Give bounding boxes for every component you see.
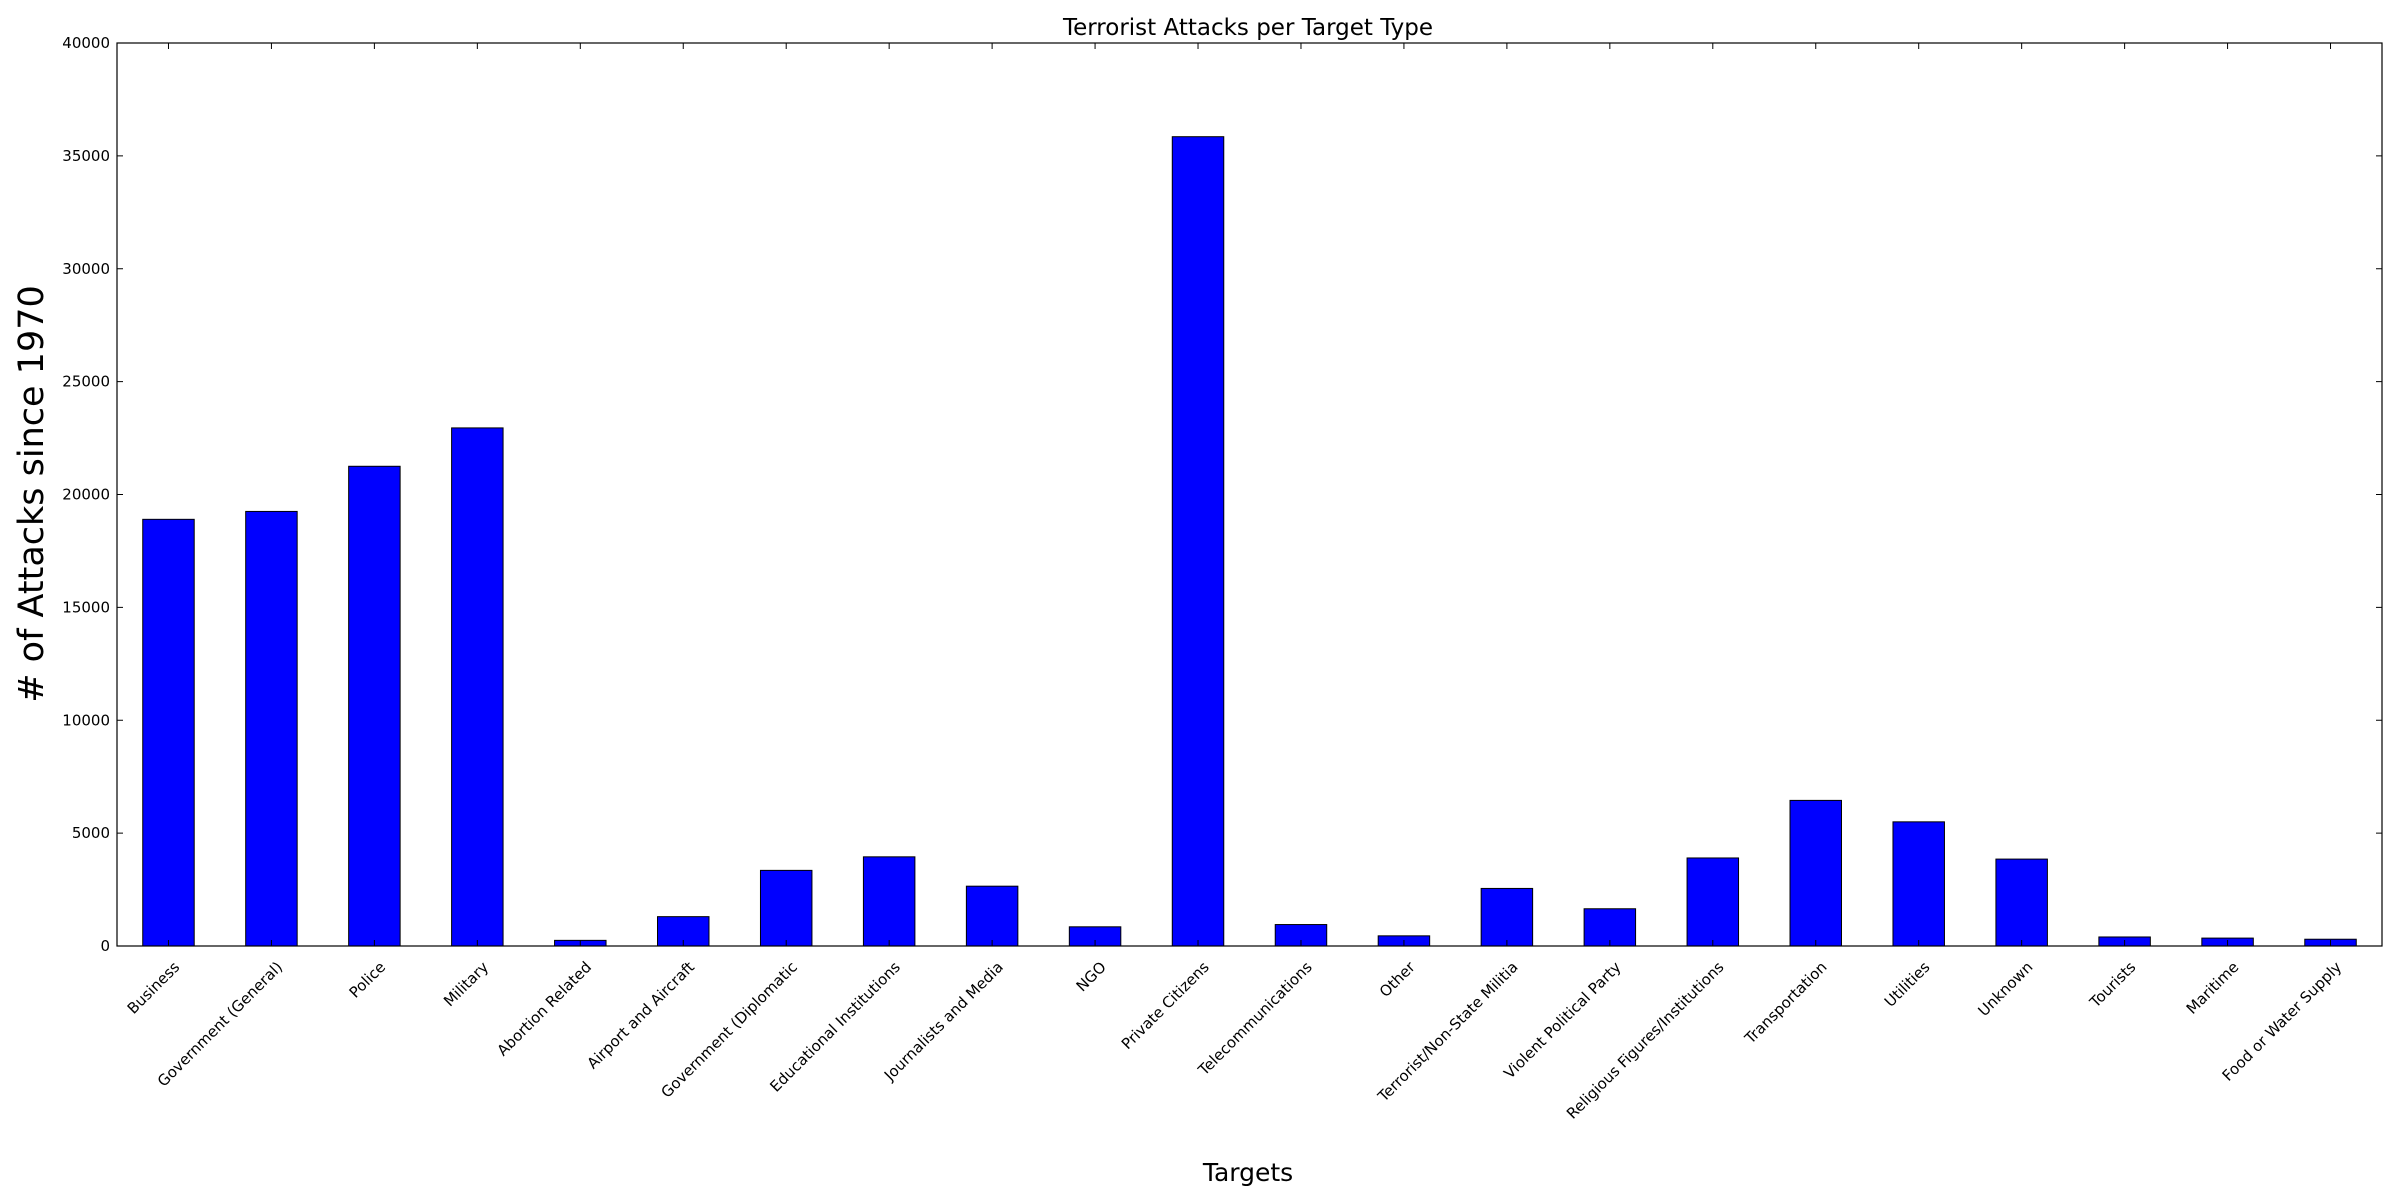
y-tick-label: 0	[100, 937, 110, 955]
x-tick-label: Private Citizens	[1118, 958, 1213, 1053]
x-tick-label: Transportation	[1740, 958, 1830, 1048]
x-tick-label: Police	[346, 958, 389, 1001]
bar	[1480, 887, 1534, 947]
y-tick-label: 5000	[72, 824, 110, 842]
x-tick-label: Tourists	[2086, 958, 2140, 1012]
bar	[1583, 908, 1637, 947]
x-tick-label: Food or Water Supply	[2219, 958, 2346, 1085]
y-tick-label: 40000	[62, 34, 110, 52]
x-tick-label: Business	[124, 958, 184, 1018]
chart-title: Terrorist Attacks per Target Type	[1062, 15, 1433, 41]
bar	[1686, 857, 1740, 947]
y-tick-label: 10000	[62, 711, 110, 729]
bar	[1995, 858, 2048, 947]
bar	[1892, 821, 1945, 947]
x-tick-label: Airport and Aircraft	[584, 958, 699, 1073]
y-tick-label: 15000	[62, 598, 110, 616]
y-tick-label: 25000	[62, 373, 110, 391]
x-tick-label: Unknown	[1974, 958, 2036, 1020]
x-tick-label: Telecommunications	[1194, 958, 1316, 1080]
bar	[657, 916, 710, 947]
x-tick-label: Violent Political Party	[1500, 958, 1624, 1082]
x-tick-label: Other	[1376, 957, 1419, 1000]
bar	[1789, 799, 1842, 947]
bar	[348, 465, 401, 947]
x-tick-label: NGO	[1073, 958, 1110, 995]
bar	[1171, 136, 1225, 947]
y-tick-label: 20000	[62, 486, 110, 504]
x-tick-label: Abortion Related	[493, 958, 595, 1060]
bars-group	[142, 136, 2357, 947]
y-tick-label: 35000	[62, 147, 110, 165]
x-tick-label: Journalists and Media	[880, 958, 1007, 1085]
y-axis-label: # of Attacks since 1970	[12, 285, 52, 703]
bar	[142, 518, 195, 947]
bar	[245, 510, 298, 947]
x-axis-label: Targets	[1202, 1158, 1293, 1187]
x-tick-label: Utilities	[1881, 958, 1934, 1011]
bar	[965, 885, 1019, 947]
x-tick-label: Military	[440, 958, 492, 1010]
y-tick-label: 30000	[62, 260, 110, 278]
bar	[759, 869, 813, 947]
bar	[862, 856, 916, 947]
bar	[451, 427, 504, 947]
x-tick-label: Maritime	[2183, 958, 2243, 1018]
